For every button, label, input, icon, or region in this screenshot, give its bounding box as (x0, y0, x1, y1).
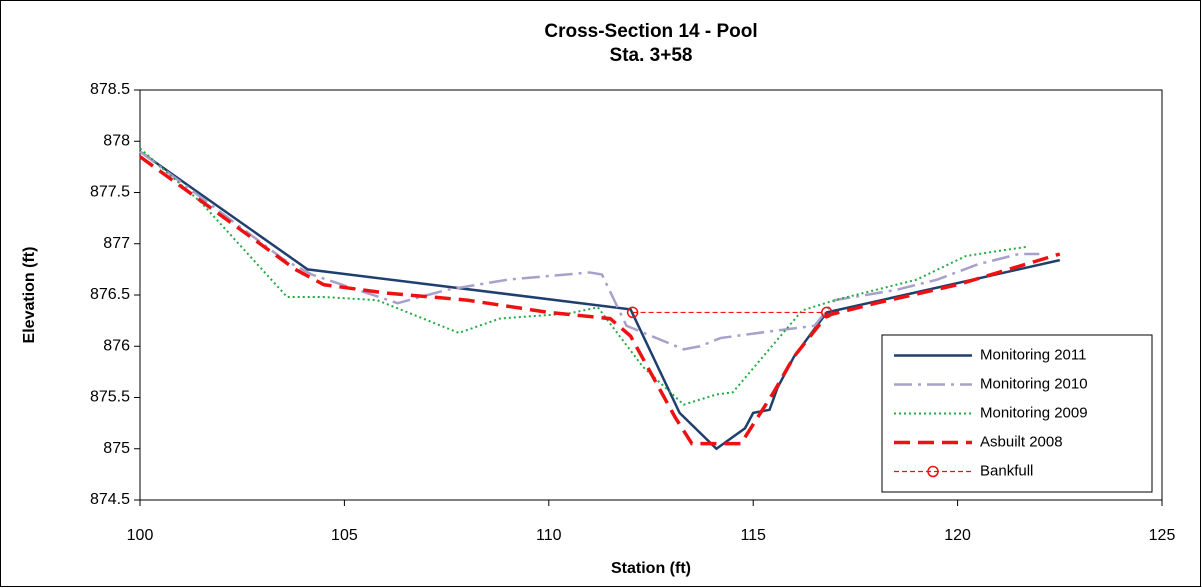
series-line (138, 155, 1061, 446)
series-line (139, 150, 1040, 351)
series-line (139, 147, 1028, 406)
y-tick-label: 876 (103, 337, 130, 354)
y-axis-title: Elevation (ft) (21, 247, 38, 344)
y-tick-label: 877 (103, 235, 130, 252)
legend-box (881, 334, 1153, 493)
x-axis-title: Station (ft) (611, 560, 691, 577)
y-tick-label: 874.5 (90, 491, 130, 508)
x-tick-label: 115 (740, 527, 766, 544)
series-marker (821, 306, 833, 319)
y-tick-label: 878.5 (90, 81, 130, 98)
x-tick-label: 100 (127, 527, 154, 544)
series-marker (626, 306, 639, 319)
legend-label: Asbuilt 2008 (980, 433, 1063, 450)
y-tick-label: 876.5 (90, 286, 130, 303)
legend-label: Monitoring 2011 (980, 346, 1086, 363)
y-tick-label: 878 (103, 132, 130, 149)
legend-label: Bankfull (980, 462, 1033, 479)
legend: Monitoring 2011 Monitoring 2010 Monitoring… (881, 334, 1153, 493)
y-tick-label: 875 (103, 440, 130, 457)
x-tick-label: 110 (536, 527, 562, 544)
y-tick-label: 877.5 (90, 184, 130, 201)
chart-title: Cross-Section 14 - Pool (544, 21, 757, 42)
y-tick-label: 875.5 (90, 389, 130, 406)
legend-label: Monitoring 2009 (980, 404, 1088, 421)
x-tick-label: 105 (331, 527, 358, 544)
x-tick-label: 120 (944, 527, 971, 544)
chart-subtitle: Sta. 3+58 (610, 45, 693, 66)
x-tick-label: 125 (1149, 527, 1176, 544)
legend-label: Monitoring 2010 (980, 375, 1088, 392)
legend-marker (927, 465, 939, 478)
